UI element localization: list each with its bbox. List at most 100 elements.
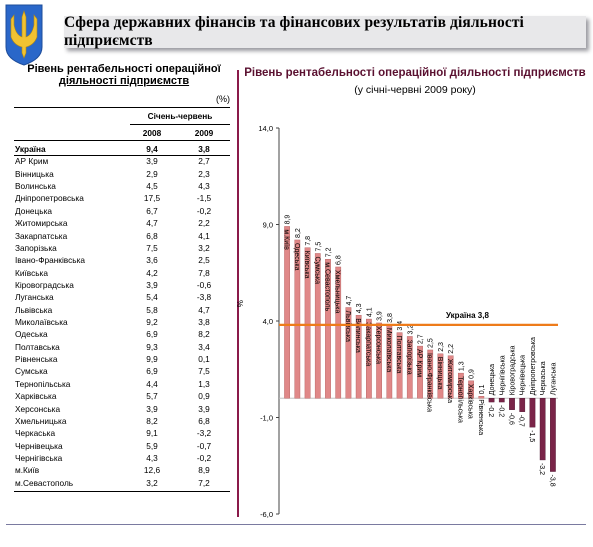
- bar-value-label: 4,1: [366, 307, 373, 317]
- value-2009: 0,1: [198, 354, 210, 365]
- value-2008: 3,2: [146, 477, 158, 488]
- region-name: Луганська: [15, 292, 54, 303]
- region-name: Харківська: [15, 391, 57, 402]
- bar: [478, 396, 485, 399]
- value-2008: 4,3: [146, 453, 158, 463]
- category-label: АР Крим: [416, 349, 423, 377]
- value-2009: 4,1: [198, 230, 210, 241]
- category-label: Донецька: [489, 364, 496, 395]
- value-2008: 5,7: [146, 391, 158, 402]
- table-row: Миколаївська 9,2 3,8: [14, 317, 230, 329]
- value-2009: 4,7: [198, 304, 210, 315]
- table-row: Івано-Франківська 3,6 2,5: [14, 255, 230, 267]
- value-2009: -3,2: [196, 428, 212, 439]
- value-2009: 2,7: [198, 156, 210, 167]
- table-unit: (%): [216, 94, 230, 104]
- value-2008: 6,7: [146, 205, 158, 216]
- value-2008: 3,9: [146, 403, 158, 414]
- table-row: Черкаська 9,1 -3,2: [14, 428, 230, 440]
- bar: [406, 336, 413, 399]
- bar: [294, 239, 301, 399]
- table-row: Кіровоградська 3,9 -0,6: [14, 280, 230, 292]
- category-label: Хмельницька: [334, 270, 341, 314]
- region-name: Кіровоградська: [15, 279, 74, 290]
- bar-value-label: -3,2: [538, 463, 545, 475]
- value-2008: 3,9: [146, 156, 158, 167]
- region-name: м.Севастополь: [15, 477, 74, 488]
- category-label: Херсонська: [375, 326, 382, 364]
- category-label: Житомирська: [446, 359, 453, 403]
- category-label: Чернівецька: [519, 355, 527, 395]
- table-title-line1: Рівень рентабельності операційної: [27, 63, 221, 75]
- table-row: м.Київ 12,6 8,9: [14, 465, 230, 477]
- value-2009: -0,6: [196, 279, 212, 290]
- region-name: Україна: [15, 144, 46, 154]
- value-2008: 17,5: [143, 193, 161, 204]
- bar-value-label: 7,5: [315, 242, 322, 252]
- table-row: Чернівецька 5,9 -0,7: [14, 441, 230, 453]
- value-2008: 12,6: [143, 465, 161, 476]
- bar-value-label: 1,3: [458, 361, 465, 371]
- bar: [376, 322, 382, 399]
- table-row: Полтавська 9,3 3,4: [14, 342, 230, 354]
- bar: [284, 226, 290, 399]
- value-2009: 6,8: [198, 415, 210, 426]
- value-2009: -0,2: [196, 453, 212, 463]
- table-row: Україна 9,4 3,8: [14, 144, 230, 156]
- bar: [335, 266, 342, 399]
- value-2008: 5,4: [146, 292, 158, 303]
- region-name: Тернопільська: [15, 378, 71, 389]
- value-2008: 5,8: [146, 304, 158, 315]
- value-2008: 4,2: [146, 267, 158, 278]
- value-2009: -0,2: [196, 205, 212, 216]
- category-label: Рівненська: [477, 399, 485, 435]
- y-tick-label: -6,0: [260, 510, 273, 519]
- trident-emblem-icon: [5, 4, 43, 66]
- table-rule-header: [14, 140, 230, 141]
- bar: [509, 398, 515, 410]
- y-tick-label: 4,0: [263, 317, 273, 326]
- bar-value-label: 7,2: [326, 247, 333, 257]
- table-row: Чернігівська 4,3 -0,2: [14, 453, 230, 465]
- value-2008: 9,9: [146, 354, 158, 365]
- table-row: Сумська 6,9 7,5: [14, 366, 230, 378]
- table-row: АР Крим 3,9 2,7: [14, 156, 230, 168]
- table-header-period-row: Січень-червень: [14, 111, 230, 123]
- table-row: Вінницька 2,9 2,3: [14, 169, 230, 181]
- bar: [304, 247, 311, 399]
- bar-value-label: 6,8: [336, 255, 343, 265]
- region-name: Дніпропетровська: [15, 193, 84, 204]
- category-label: Тернопільська: [456, 376, 464, 423]
- bar-value-label: -0,7: [518, 415, 525, 427]
- category-label: Сумська: [313, 256, 320, 284]
- bar-value-label: 4,3: [356, 303, 363, 313]
- region-name: Миколаївська: [15, 317, 68, 328]
- bar: [550, 398, 556, 472]
- region-name: Львівська: [15, 304, 53, 315]
- bar-value-label: -3,8: [548, 475, 555, 487]
- table-rule-bottom: [14, 491, 230, 493]
- period-header: Січень-червень: [147, 111, 213, 121]
- bar-value-label: 2,2: [448, 344, 455, 354]
- table-row: Одеська 6,9 8,2: [14, 329, 230, 341]
- table-row: Київська 4,2 7,8: [14, 268, 230, 280]
- category-label: м.Київ: [283, 229, 290, 250]
- region-name: Закарпатська: [15, 230, 68, 241]
- bar: [447, 355, 454, 399]
- category-label: Чернігівська: [498, 355, 506, 395]
- region-name: АР Крим: [15, 156, 49, 167]
- table-row: Луганська 5,4 -3,8: [14, 292, 230, 304]
- bar: [325, 259, 331, 399]
- category-label: м.Севастополь: [324, 262, 331, 311]
- bar: [345, 307, 352, 399]
- bar: [366, 318, 372, 399]
- bar-value-label: 7,8: [305, 236, 312, 246]
- region-name: Рівненська: [15, 354, 58, 365]
- value-2009: 3,2: [198, 242, 210, 253]
- value-2009: 3,4: [198, 341, 210, 352]
- table-rule-period: [130, 124, 230, 125]
- table-row: Донецька 6,7 -0,2: [14, 206, 230, 218]
- value-2009: 1,3: [198, 378, 210, 389]
- chart-title: Рівень рентабельності операційної діяльн…: [244, 67, 586, 79]
- table-row: Херсонська 3,9 3,9: [14, 404, 230, 416]
